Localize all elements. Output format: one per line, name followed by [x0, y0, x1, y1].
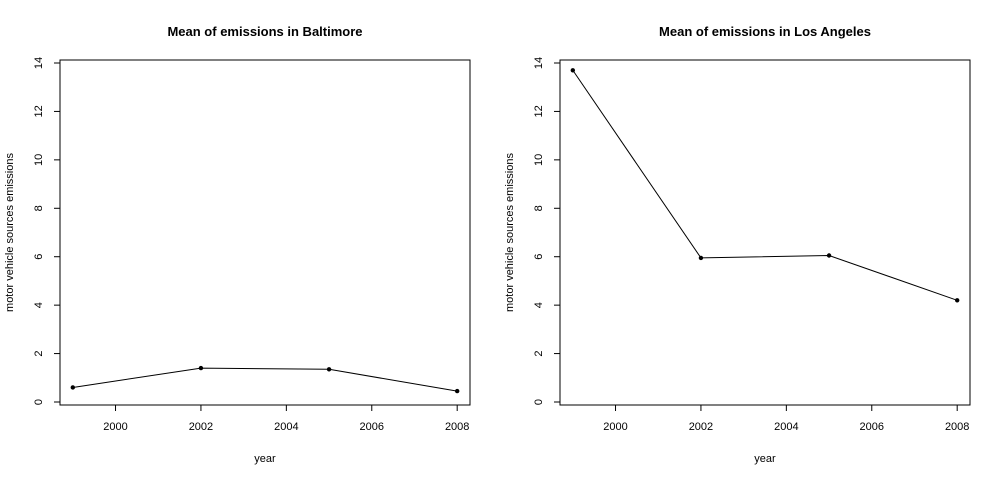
y-tick-label: 8	[533, 205, 545, 211]
chart-panel-baltimore: Mean of emissions in Baltimore year moto…	[4, 24, 471, 465]
y-tick-label: 12	[33, 105, 45, 117]
y-tick-label: 8	[33, 205, 45, 211]
chart-title: Mean of emissions in Baltimore	[167, 24, 362, 39]
y-tick-label: 10	[33, 154, 45, 166]
data-point	[698, 255, 704, 261]
x-tick-label: 2004	[274, 421, 298, 433]
x-tick-label: 2008	[945, 421, 969, 433]
chart-title: Mean of emissions in Los Angeles	[659, 24, 871, 39]
y-tick-label: 14	[33, 57, 45, 69]
y-tick-label: 2	[533, 351, 545, 357]
data-point	[198, 365, 204, 371]
x-tick-label: 2000	[103, 421, 127, 433]
data-point	[326, 367, 332, 372]
x-tick-label: 2006	[860, 421, 884, 433]
plot-frame	[559, 59, 971, 406]
chart-panel-los-angeles: Mean of emissions in Los Angeles year mo…	[504, 24, 971, 465]
plot-frame	[59, 59, 471, 406]
y-tick-label: 14	[533, 57, 545, 69]
x-tick-label: 2002	[689, 421, 713, 433]
y-tick-label: 0	[533, 399, 545, 405]
y-tick-label: 12	[533, 105, 545, 117]
x-axis-label: year	[254, 453, 276, 465]
x-tick-label: 2002	[189, 421, 213, 433]
y-tick-label: 4	[533, 302, 545, 308]
data-point	[826, 253, 832, 258]
y-axis-label: motor vehicle sources emissions	[504, 153, 516, 312]
x-tick-label: 2008	[445, 421, 469, 433]
y-tick-label: 6	[33, 254, 45, 260]
data-point	[570, 68, 576, 73]
x-axis-label: year	[754, 453, 776, 465]
x-tick-label: 2004	[774, 421, 798, 433]
data-point	[70, 385, 76, 390]
y-tick-label: 0	[33, 399, 45, 405]
x-tick-label: 2000	[603, 421, 627, 433]
data-point	[454, 388, 460, 394]
series-line	[572, 69, 958, 301]
x-tick-label: 2006	[360, 421, 384, 433]
y-axis-label: motor vehicle sources emissions	[4, 153, 16, 312]
y-tick-label: 10	[533, 154, 545, 166]
data-point	[954, 298, 960, 303]
y-tick-label: 4	[33, 302, 45, 308]
series-line	[72, 367, 458, 392]
y-tick-label: 6	[533, 254, 545, 260]
y-tick-label: 2	[33, 351, 45, 357]
